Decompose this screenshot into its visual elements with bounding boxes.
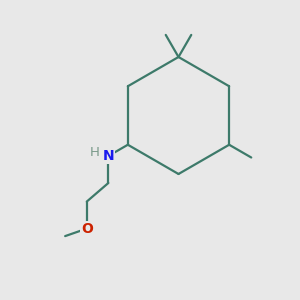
Text: N: N — [103, 149, 114, 163]
Text: H: H — [90, 146, 100, 160]
Text: O: O — [81, 222, 93, 236]
